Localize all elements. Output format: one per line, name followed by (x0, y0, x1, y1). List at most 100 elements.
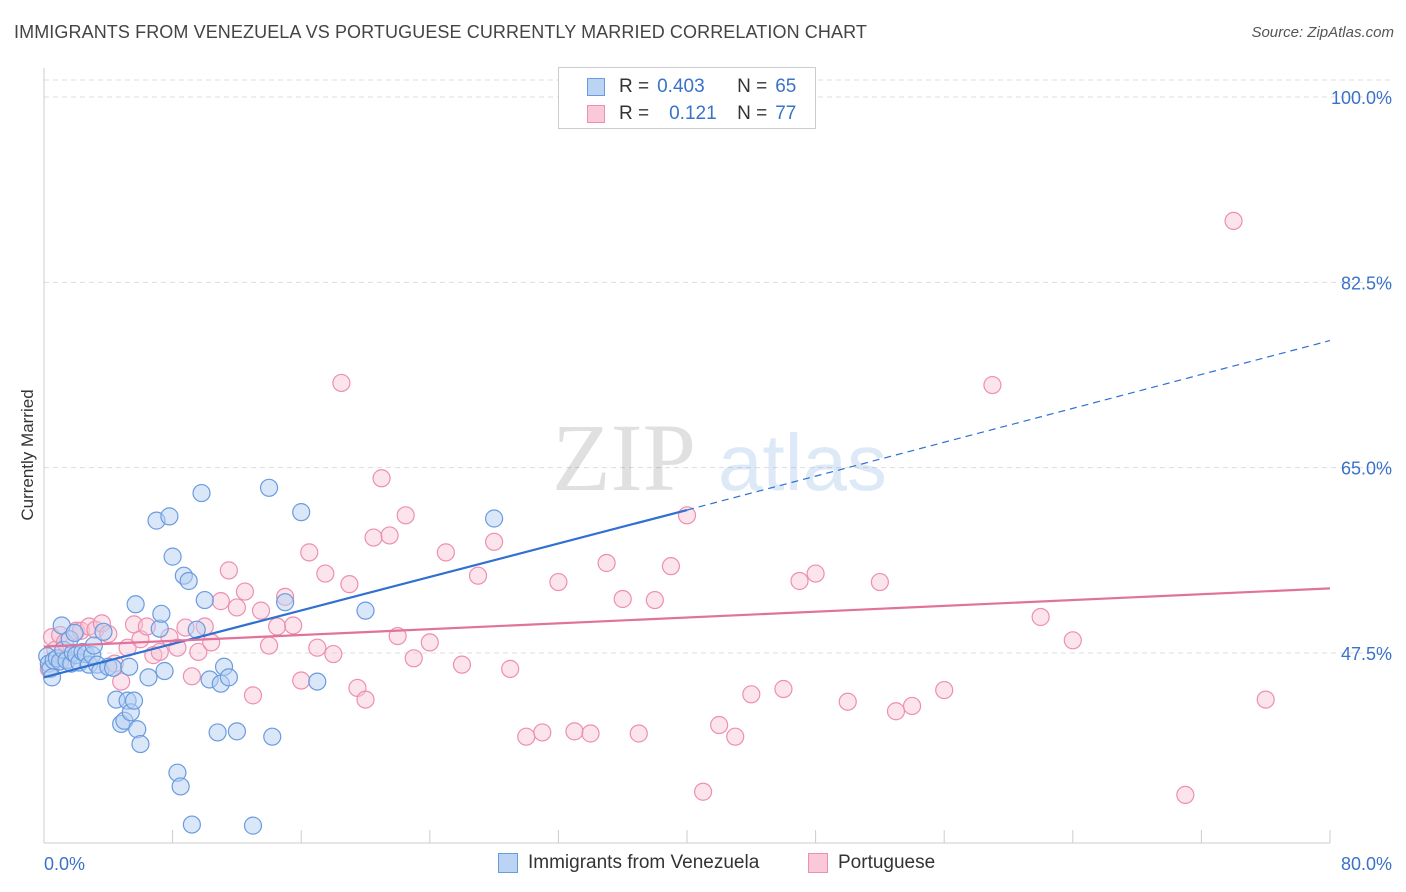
data-point-portuguese (404, 649, 423, 668)
data-point-venezuela (219, 668, 238, 687)
data-point-portuguese (886, 702, 906, 721)
x-tick-label: 80.0% (1341, 854, 1392, 874)
data-point-portuguese (1031, 607, 1050, 627)
data-point-portuguese (790, 571, 809, 591)
data-point-portuguese (693, 782, 713, 801)
data-point-portuguese (112, 672, 131, 691)
data-point-portuguese (677, 506, 697, 525)
data-point-portuguese (332, 373, 351, 393)
data-point-portuguese (356, 690, 375, 709)
data-point-portuguese (324, 644, 343, 664)
bottom-legend-label-venezuela: Immigrants from Venezuela (528, 852, 760, 873)
data-point-venezuela (171, 777, 190, 796)
data-point-portuguese (372, 469, 391, 488)
data-point-portuguese (219, 561, 238, 580)
data-point-portuguese (1063, 631, 1082, 650)
tick-labels: 47.5% 65.0% 82.5% 100.0% 0.0% 80.0% (44, 88, 1392, 874)
data-point-venezuela (179, 571, 198, 591)
data-point-portuguese (726, 727, 745, 746)
data-point-portuguese (227, 598, 246, 617)
data-point-portuguese (597, 553, 616, 573)
data-point-portuguese (581, 724, 600, 743)
y-tick-label: 47.5% (1341, 644, 1392, 664)
bottom-legend-venezuela: Immigrants from Venezuela (498, 852, 759, 874)
bottom-legend-label-portuguese: Portuguese (838, 852, 936, 873)
bottom-legend-swatch-portuguese (808, 853, 828, 873)
data-point-venezuela (356, 601, 375, 620)
data-point-portuguese (1176, 785, 1195, 805)
data-point-portuguese (742, 685, 761, 704)
legend-r-value: 0.121 (669, 103, 717, 124)
legend-r-label: R = (619, 103, 650, 124)
data-point-venezuela (131, 734, 150, 754)
y-tick-label: 82.5% (1341, 273, 1392, 293)
data-point-portuguese (267, 617, 287, 636)
data-point-portuguese (436, 543, 455, 562)
data-point-venezuela (163, 547, 182, 566)
source-label: Source: ZipAtlas.com (1251, 24, 1394, 41)
data-point-portuguese (243, 686, 263, 705)
data-point-venezuela (227, 722, 246, 741)
data-point-portuguese (838, 692, 857, 711)
data-point-portuguese (364, 528, 383, 547)
legend-swatch-portuguese (587, 105, 605, 123)
y-tick-label: 100.0% (1331, 88, 1392, 108)
data-point-venezuela (292, 503, 311, 522)
data-point-portuguese (308, 638, 327, 657)
legend-swatch-venezuela (587, 78, 605, 96)
data-point-venezuela (308, 672, 327, 691)
data-point-venezuela (120, 657, 139, 676)
legend-row-venezuela: R = 0.403 N = 65 (587, 75, 796, 99)
gridlines (44, 79, 1392, 654)
trend-line-portuguese (43, 587, 1331, 648)
data-point-portuguese (613, 589, 632, 609)
data-point-portuguese (380, 526, 399, 545)
data-point-portuguese (501, 659, 520, 678)
data-point-portuguese (292, 671, 311, 690)
data-point-portuguese (284, 616, 303, 635)
data-point-venezuela (155, 661, 174, 681)
data-point-portuguese (565, 722, 584, 741)
data-point-portuguese (340, 575, 359, 594)
data-point-venezuela (243, 816, 263, 835)
legend-n-value: 65 (775, 76, 797, 97)
axes (43, 68, 1331, 844)
x-tick-label: 0.0% (44, 854, 85, 874)
data-point-portuguese (533, 723, 552, 742)
data-point-venezuela (182, 815, 201, 834)
data-point-portuguese (452, 655, 472, 674)
trend-line-venezuela-extension (686, 340, 1331, 511)
data-point-portuguese (1256, 690, 1275, 709)
data-point-portuguese (517, 727, 536, 746)
data-point-portuguese (235, 582, 255, 601)
data-point-portuguese (316, 564, 335, 583)
data-point-portuguese (645, 590, 664, 610)
data-point-portuguese (661, 557, 681, 576)
data-point-portuguese (629, 724, 648, 743)
data-point-venezuela (276, 593, 295, 612)
data-point-portuguese (549, 572, 568, 592)
legend-r-value: 0.403 (657, 76, 705, 97)
data-point-portuguese (983, 375, 1002, 395)
data-point-portuguese (1224, 211, 1243, 231)
legend-n-label: N = (737, 103, 768, 124)
legend-n-label: N = (737, 76, 768, 97)
data-point-venezuela (94, 622, 113, 641)
data-point-portuguese (485, 532, 504, 551)
bottom-legend-swatch-venezuela (498, 853, 518, 873)
data-point-venezuela (152, 604, 171, 623)
data-point-venezuela (192, 483, 211, 503)
data-point-venezuela (208, 723, 227, 742)
data-point-venezuela (128, 720, 147, 739)
data-point-portuguese (806, 564, 825, 583)
trend-lines (43, 340, 1331, 679)
data-point-portuguese (935, 680, 954, 700)
legend-n-value: 77 (775, 103, 797, 124)
legend-r-label: R = (619, 76, 650, 97)
data-point-venezuela (65, 623, 84, 642)
data-point-portuguese (182, 667, 201, 686)
stats-legend: R = 0.403 N = 65 R = 0.121 N = 77 (558, 67, 816, 129)
data-point-venezuela (124, 691, 144, 710)
series-venezuela (38, 478, 504, 835)
data-point-portuguese (774, 679, 793, 699)
